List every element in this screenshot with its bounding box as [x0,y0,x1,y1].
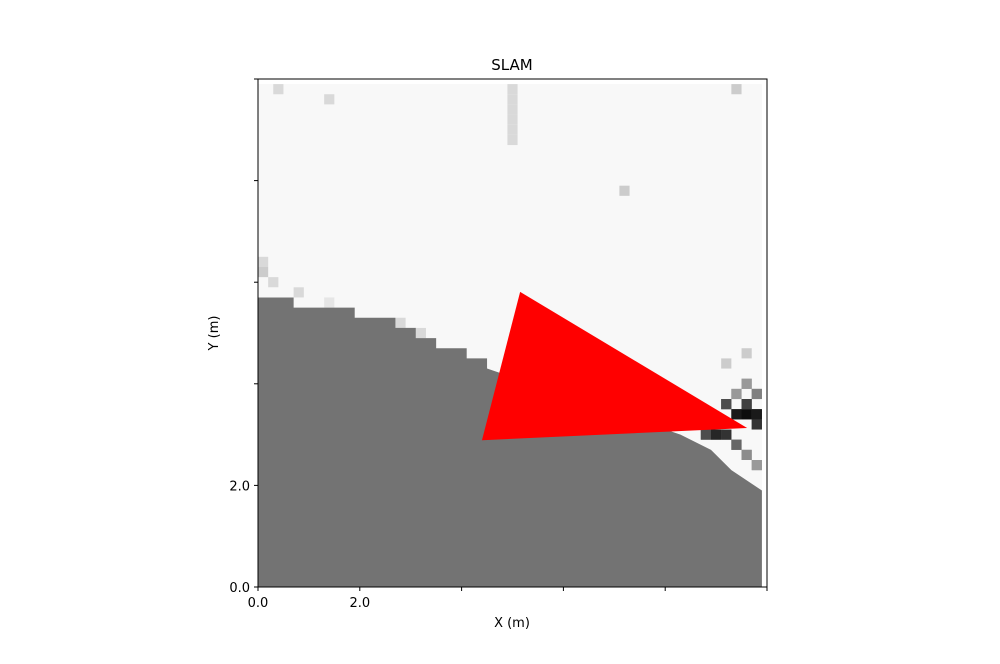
unknown-region [258,297,762,587]
obstacle-cell [731,409,742,420]
grid-cell [507,124,518,135]
grid-cell [415,327,426,339]
x-tick-label: 0.0 [248,596,269,611]
chart-title: SLAM [491,56,532,74]
grid-cell [268,277,279,288]
grid-cell [507,134,518,146]
axes-frame [257,78,768,588]
grid-cell [258,256,269,267]
grid-cell [324,297,335,308]
robot [481,291,748,441]
y-axis-label: Y (m) [207,316,222,352]
obstacle-cell [741,378,752,389]
grid-cell [507,84,518,95]
obstacle-cell [711,429,722,440]
obstacle-cell [731,439,742,450]
grid-cell [507,114,518,125]
obstacle-cell [751,460,762,471]
grid-cell [258,266,269,278]
obstacle-cell [700,429,712,440]
grid-cell [395,317,406,328]
grid-cell [619,185,630,196]
obstacle-cell [751,388,762,400]
grid-cell [507,94,518,105]
x-tick-label: 2.0 [349,596,370,611]
y-tick-label: 0.0 [229,581,250,596]
obstacle-cell [741,409,752,420]
grid-cell [293,287,304,298]
obstacle-cell [741,449,752,460]
grid-cell [507,104,518,115]
grid-cell [731,84,742,95]
obstacle-cell [751,409,762,420]
obstacle-cell [721,399,732,410]
grid-cell [324,94,335,105]
grid-cell [273,84,284,95]
x-axis-label: X (m) [494,616,530,631]
obstacle-cell [731,388,742,400]
obstacle-cell [721,429,732,440]
obstacle-cell [741,399,752,410]
grid-cell [721,358,732,369]
grid-cell [741,348,752,359]
y-tick-label: 2.0 [229,479,250,494]
obstacle-cell [751,419,762,430]
